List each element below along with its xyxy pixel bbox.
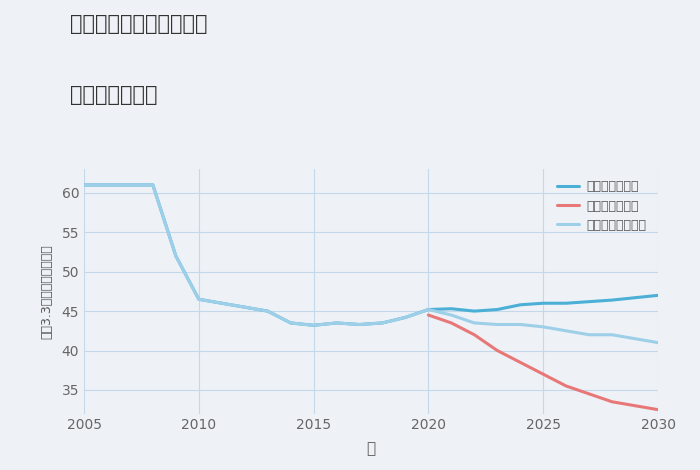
- グッドシナリオ: [424, 307, 433, 313]
- ノーマルシナリオ: [424, 307, 433, 313]
- バッドシナリオ: [585, 391, 594, 397]
- グッドシナリオ: [195, 297, 203, 302]
- グッドシナリオ: [401, 314, 410, 320]
- ノーマルシナリオ: [148, 182, 157, 188]
- X-axis label: 年: 年: [366, 441, 376, 456]
- グッドシナリオ: [516, 302, 524, 308]
- グッドシナリオ: [562, 300, 570, 306]
- ノーマルシナリオ: [401, 314, 410, 320]
- グッドシナリオ: [378, 320, 386, 326]
- バッドシナリオ: [631, 403, 639, 408]
- バッドシナリオ: [447, 320, 456, 326]
- グッドシナリオ: [608, 297, 616, 303]
- グッドシナリオ: [654, 292, 662, 298]
- ノーマルシナリオ: [516, 321, 524, 327]
- グッドシナリオ: [539, 300, 547, 306]
- グッドシナリオ: [356, 321, 364, 327]
- グッドシナリオ: [126, 182, 134, 188]
- グッドシナリオ: [493, 307, 501, 313]
- グッドシナリオ: [631, 295, 639, 300]
- Legend: グッドシナリオ, バッドシナリオ, ノーマルシナリオ: グッドシナリオ, バッドシナリオ, ノーマルシナリオ: [552, 175, 652, 237]
- グッドシナリオ: [585, 299, 594, 305]
- ノーマルシナリオ: [585, 332, 594, 337]
- ノーマルシナリオ: [562, 328, 570, 334]
- グッドシナリオ: [241, 305, 249, 310]
- ノーマルシナリオ: [195, 297, 203, 302]
- バッドシナリオ: [608, 399, 616, 405]
- ノーマルシナリオ: [309, 322, 318, 328]
- ノーマルシナリオ: [218, 300, 226, 306]
- ノーマルシナリオ: [447, 312, 456, 318]
- ノーマルシナリオ: [103, 182, 111, 188]
- ノーマルシナリオ: [493, 321, 501, 327]
- ノーマルシナリオ: [378, 320, 386, 326]
- Y-axis label: 坪（3.3㎡）単価（万円）: 坪（3.3㎡）単価（万円）: [40, 244, 53, 339]
- ノーマルシナリオ: [80, 182, 88, 188]
- グッドシナリオ: [218, 300, 226, 306]
- バッドシナリオ: [424, 312, 433, 318]
- バッドシナリオ: [562, 383, 570, 389]
- ノーマルシナリオ: [263, 308, 272, 314]
- ノーマルシナリオ: [356, 321, 364, 327]
- Text: 土地の価格推移: 土地の価格推移: [70, 85, 158, 105]
- ノーマルシナリオ: [241, 305, 249, 310]
- グッドシナリオ: [148, 182, 157, 188]
- Line: ノーマルシナリオ: ノーマルシナリオ: [84, 185, 658, 343]
- ノーマルシナリオ: [286, 320, 295, 326]
- バッドシナリオ: [470, 332, 479, 337]
- ノーマルシナリオ: [654, 340, 662, 345]
- バッドシナリオ: [516, 360, 524, 365]
- Line: バッドシナリオ: バッドシナリオ: [428, 315, 658, 410]
- グッドシナリオ: [172, 253, 180, 259]
- Line: グッドシナリオ: グッドシナリオ: [84, 185, 658, 325]
- グッドシナリオ: [80, 182, 88, 188]
- ノーマルシナリオ: [172, 253, 180, 259]
- グッドシナリオ: [470, 308, 479, 314]
- バッドシナリオ: [539, 371, 547, 377]
- Text: 奈良県奈良市高天市町の: 奈良県奈良市高天市町の: [70, 14, 207, 34]
- グッドシナリオ: [286, 320, 295, 326]
- ノーマルシナリオ: [539, 324, 547, 329]
- グッドシナリオ: [447, 306, 456, 312]
- グッドシナリオ: [103, 182, 111, 188]
- グッドシナリオ: [309, 322, 318, 328]
- グッドシナリオ: [332, 320, 341, 326]
- ノーマルシナリオ: [608, 332, 616, 337]
- バッドシナリオ: [654, 407, 662, 413]
- ノーマルシナリオ: [470, 320, 479, 326]
- ノーマルシナリオ: [332, 320, 341, 326]
- ノーマルシナリオ: [126, 182, 134, 188]
- グッドシナリオ: [263, 308, 272, 314]
- バッドシナリオ: [493, 348, 501, 353]
- ノーマルシナリオ: [631, 336, 639, 342]
